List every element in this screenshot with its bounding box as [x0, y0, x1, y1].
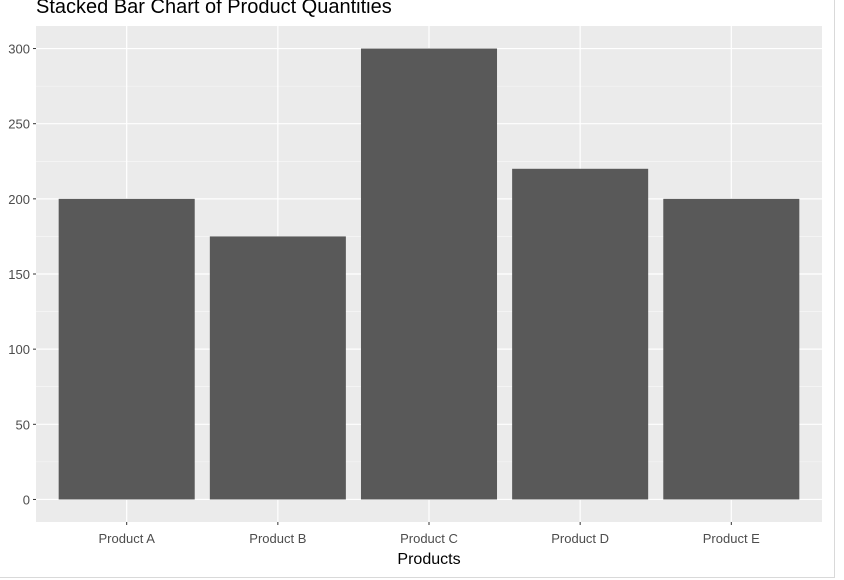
bars: [58, 48, 800, 500]
y-tick-label: 300: [8, 42, 30, 57]
window-edge-bottom: [0, 577, 835, 578]
window-edge-right: [834, 0, 835, 578]
bar-product-d: [512, 168, 649, 500]
bar-product-a: [58, 198, 195, 500]
chart-title: Stacked Bar Chart of Product Quantities: [36, 0, 392, 18]
x-tick-label: Product B: [249, 531, 306, 546]
y-tick-label: 0: [23, 492, 30, 507]
y-tick-label: 200: [8, 192, 30, 207]
bar-product-c: [360, 48, 498, 500]
y-tick-label: 100: [8, 342, 30, 357]
bar-product-b: [209, 236, 346, 500]
x-tick-label: Product A: [99, 531, 156, 546]
y-tick-label: 50: [16, 417, 30, 432]
x-tick-label: Product D: [551, 531, 609, 546]
x-tick-label: Product C: [400, 531, 458, 546]
x-axis-title: Products: [397, 551, 460, 568]
y-tick-label: 150: [8, 267, 30, 282]
x-tick-label: Product E: [703, 531, 760, 546]
x-axis: Product A Product B Product C Product D Prod…: [99, 522, 760, 546]
y-axis: 0 50 100 150 200 250 300: [8, 42, 36, 507]
y-tick-label: 250: [8, 117, 30, 132]
bar-product-e: [663, 198, 800, 500]
